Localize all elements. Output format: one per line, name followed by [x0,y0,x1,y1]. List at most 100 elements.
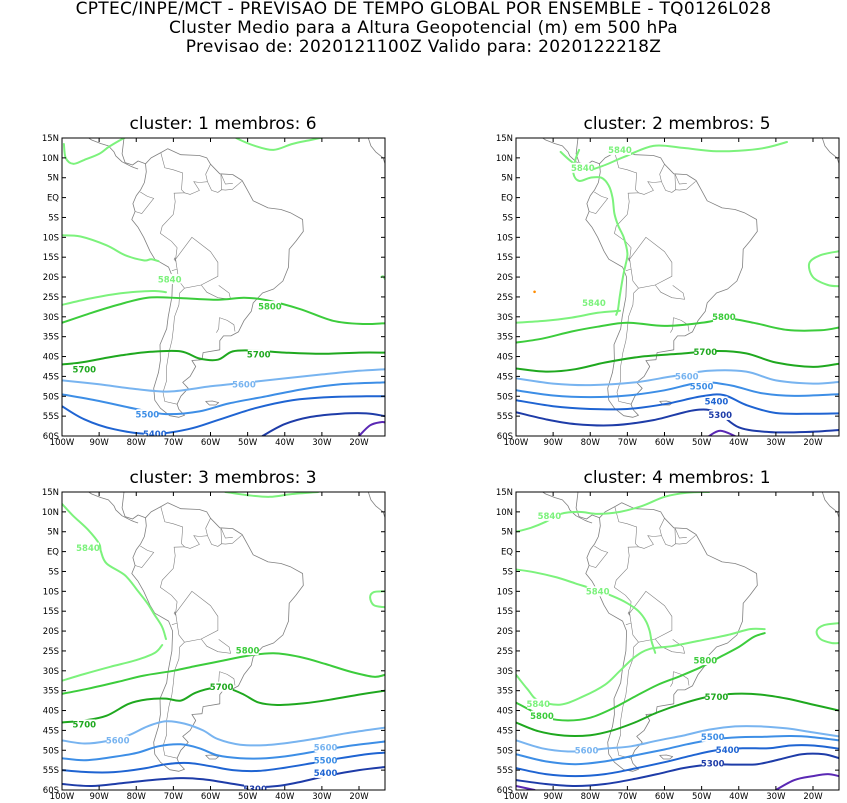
contour-5840 [234,138,325,151]
lon-tick-label: 100W [504,792,529,802]
contour-label: 5600 [232,381,256,391]
contour-label-background [709,409,732,420]
contour-5800 [62,652,385,695]
country-border [629,590,673,643]
lat-tick-label: 15N [496,488,513,498]
lat-tick-label: EQ [501,548,513,558]
country-border [659,164,696,193]
lat-tick-label: 60S [43,786,59,796]
country-border [219,317,236,332]
contour-label-background [106,735,129,746]
lon-tick-label: 90W [90,792,110,802]
contour-label-background [586,586,609,597]
contour-label-background [608,144,631,155]
country-border [659,518,696,547]
lon-tick-label: 40W [275,438,295,448]
country-border [135,545,155,568]
contour-label: 5800 [236,646,260,656]
contour-label: 5600 [106,737,130,747]
country-border [175,590,219,643]
lake-titicaca [173,611,177,616]
lon-tick-label: 30W [766,792,786,802]
contour-label-background [247,349,270,360]
contour-5840 [62,234,160,263]
lon-tick-label: 80W [581,438,601,448]
contour-label: 5600 [575,746,599,756]
country-border [654,638,685,654]
contour-label-background [538,510,561,521]
lon-tick-label: 80W [127,438,147,448]
lon-tick-label: 50W [238,438,258,448]
contour-5400 [62,395,385,436]
contour-label: 5700 [72,721,96,731]
country-border [616,287,639,405]
lat-tick-label: EQ [47,194,59,204]
contour-5840 [62,138,127,165]
lat-tick-label: 15N [42,488,59,498]
contour-5400 [516,393,839,415]
contour-label-background [73,719,96,730]
contour-label: 5840 [538,512,562,522]
contour-label: 5840 [526,700,550,710]
contour-label-background [314,742,337,753]
contour-label-background [701,758,724,769]
point-marker [533,290,536,294]
header-line-3: Previsao de: 2020121100Z Valido para: 20… [185,37,662,57]
lon-tick-label: 40W [729,438,749,448]
contour-5840 [815,622,839,645]
lat-tick-label: 10N [496,508,513,518]
lon-tick-label: 70W [164,792,184,802]
contour-label: 5700 [210,683,234,693]
coastline-central-america-pacific [541,492,593,524]
lat-tick-label: 5N [501,174,513,184]
country-border [162,641,185,759]
lon-tick-label: 80W [581,792,601,802]
lat-tick-label: 20S [497,627,513,637]
contour-5840 [224,492,320,498]
lat-tick-label: 35S [43,687,59,697]
lon-tick-label: 60W [201,792,221,802]
lat-tick-label: 5S [48,213,59,223]
country-border [674,173,687,190]
coastline-central-america [575,138,600,166]
country-border [160,506,186,569]
lat-tick-label: 30S [497,313,513,323]
country-border [160,568,178,625]
contour-5840 [62,289,167,306]
contour-label-background [712,311,735,322]
country-border [638,181,662,195]
coastline-central-america [121,492,146,520]
coastline-africa [821,138,839,168]
contour-5840 [62,644,164,682]
country-border [654,284,685,300]
contour-label: 5600 [675,373,699,383]
lat-tick-label: 35S [43,333,59,343]
contour-5840 [516,309,621,324]
contour-label-background [694,655,717,666]
country-border [160,152,186,215]
lon-tick-label: 100W [50,792,75,802]
coastline-africa [367,138,385,168]
lon-tick-label: 20W [349,792,369,802]
contour-5500 [516,381,839,399]
map-frame [515,491,840,791]
contour-label-background [716,744,739,755]
coastline-falklands [205,754,220,760]
header-line-2: Cluster Medio para a Altura Geopotencial… [168,18,679,38]
contour-label: 5500 [314,756,338,766]
lat-tick-label: 5S [48,567,59,577]
contour-5400 [62,751,385,774]
contour-label: 5400 [716,746,740,756]
lat-tick-label: 50S [497,746,513,756]
contour-label-background [158,274,181,285]
lake-titicaca [627,257,631,262]
contour-5800 [62,296,385,326]
contour-label: 5500 [136,410,160,420]
contour-label-background [136,409,159,420]
lat-tick-label: 45S [497,372,513,382]
lon-tick-label: 60W [201,438,221,448]
contour-5500 [62,381,385,416]
country-border [216,317,220,333]
lat-tick-label: 40S [43,353,59,363]
